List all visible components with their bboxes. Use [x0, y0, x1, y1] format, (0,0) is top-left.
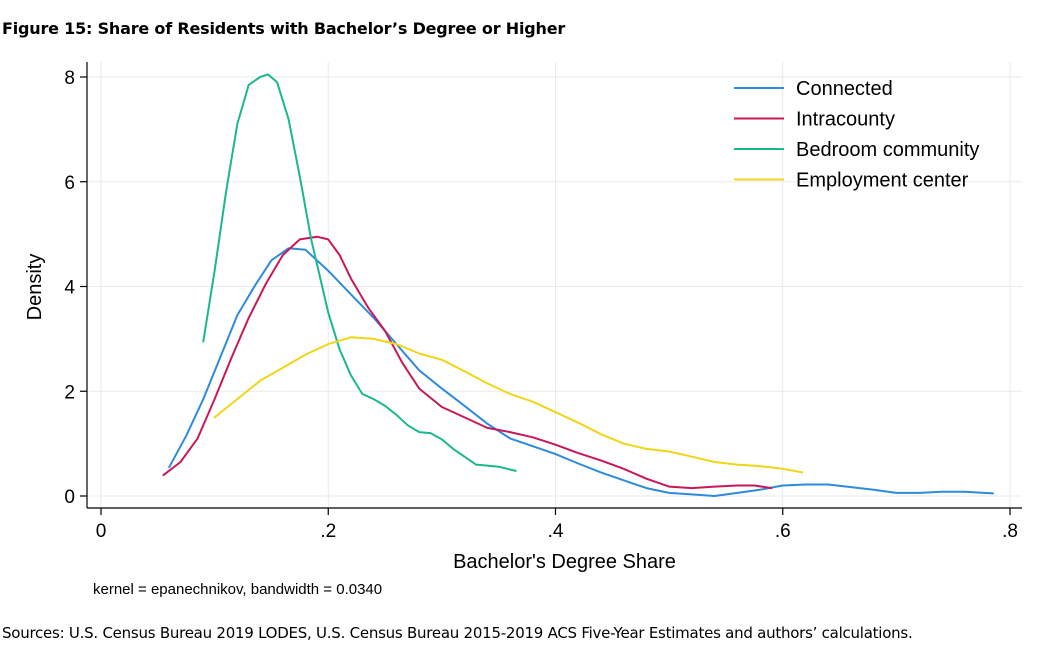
gridlines	[89, 62, 1022, 508]
x-tick-label: .6	[775, 521, 791, 542]
series-line-connected	[168, 247, 994, 497]
legend-label-bedroom-community: Bedroom community	[796, 139, 979, 161]
y-axis-title: Density	[24, 254, 46, 321]
legend-label-connected: Connected	[796, 78, 893, 100]
series-line-employment-center	[213, 336, 804, 474]
y-tick-label: 2	[64, 382, 75, 403]
kernel-note: kernel = epanechnikov, bandwidth = 0.034…	[93, 581, 382, 598]
series-line-intracounty	[162, 235, 773, 490]
x-tick-label: 0	[96, 521, 107, 542]
series-lines	[162, 73, 994, 497]
axes: 0 2 4 6 8 0 .2 .4 .6 .8	[64, 62, 1022, 542]
legend-label-intracounty: Intracounty	[796, 109, 895, 131]
legend: Connected Intracounty Bedroom community Emp…	[734, 78, 979, 192]
density-chart: 0 2 4 6 8 0 .2 .4 .6 .8 Connected Intracounty Bedro…	[24, 62, 1022, 598]
sources-note: Sources: U.S. Census Bureau 2019 LODES, …	[2, 624, 913, 642]
y-tick-label: 4	[64, 278, 75, 299]
legend-label-employment-center: Employment center	[796, 170, 969, 192]
y-tick-label: 6	[64, 173, 75, 194]
x-tick-label: .2	[320, 521, 336, 542]
x-tick-label: .4	[548, 521, 564, 542]
figure-title: Figure 15: Share of Residents with Bache…	[2, 19, 566, 38]
x-axis-title: Bachelor's Degree Share	[453, 551, 676, 573]
y-tick-label: 0	[64, 487, 75, 508]
x-tick-label: .8	[1002, 521, 1018, 542]
series-line-bedroom-community	[202, 73, 517, 472]
y-tick-label: 8	[64, 68, 75, 89]
